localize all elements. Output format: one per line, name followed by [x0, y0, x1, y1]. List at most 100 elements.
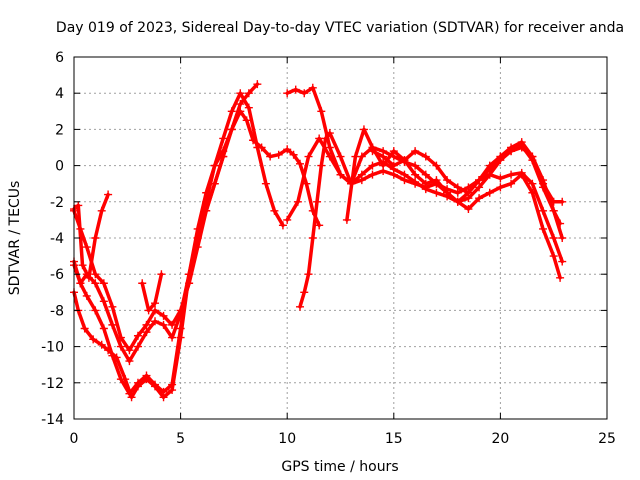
data-point-marker [549, 234, 558, 242]
data-point-marker [300, 89, 309, 98]
y-tick-label: 0 [55, 159, 64, 175]
data-point-marker [244, 103, 253, 112]
data-point-marker [89, 335, 98, 344]
data-point-marker [236, 100, 245, 109]
y-tick-label: -2 [50, 195, 64, 211]
data-point-marker [315, 221, 324, 230]
data-point-marker [411, 177, 420, 186]
series-line [72, 91, 285, 363]
data-series [70, 80, 567, 402]
data-point-marker [313, 197, 322, 206]
data-point-marker [357, 170, 366, 179]
data-point-marker [80, 324, 89, 333]
data-point-marker [82, 243, 91, 252]
data-point-marker [91, 234, 100, 242]
data-point-marker [453, 183, 462, 192]
data-point-marker [78, 261, 87, 270]
data-point-marker [336, 152, 345, 161]
data-point-marker [91, 306, 100, 315]
data-point-marker [400, 170, 409, 179]
x-tick-label: 15 [385, 431, 403, 447]
data-point-marker [558, 197, 567, 206]
data-point-marker [133, 378, 142, 387]
data-point-marker [108, 302, 117, 311]
data-point-marker [379, 161, 388, 170]
data-point-marker [359, 125, 368, 134]
data-point-marker [291, 85, 300, 94]
data-point-marker [202, 206, 211, 215]
series-track-11 [368, 143, 567, 206]
data-point-marker [411, 170, 420, 179]
data-point-marker [549, 206, 558, 215]
data-point-marker [97, 206, 106, 215]
data-point-marker [432, 176, 441, 185]
y-tick-label: -12 [41, 376, 64, 392]
data-point-marker [125, 357, 134, 366]
data-point-marker [321, 134, 330, 143]
data-point-marker [151, 317, 160, 326]
data-point-marker [242, 116, 251, 125]
data-point-marker [193, 243, 202, 252]
data-point-marker [389, 161, 398, 170]
data-point-marker [325, 143, 334, 152]
data-point-marker [168, 320, 177, 329]
series-track-9 [295, 129, 567, 311]
data-point-marker [104, 190, 113, 199]
x-tick-label: 0 [70, 431, 79, 447]
data-point-marker [549, 252, 558, 261]
data-point-marker [219, 134, 228, 143]
data-point-marker [485, 170, 494, 179]
data-point-marker [443, 188, 452, 197]
series-track-6 [138, 270, 166, 315]
series-line [345, 127, 562, 280]
data-point-marker [539, 179, 548, 188]
data-point-marker [507, 170, 516, 179]
data-point-marker [266, 152, 275, 161]
data-point-marker [289, 150, 298, 159]
data-point-marker [138, 279, 147, 288]
data-point-marker [475, 194, 484, 203]
data-point-marker [151, 299, 160, 308]
data-point-marker [168, 333, 177, 342]
data-point-marker [325, 152, 334, 161]
data-point-marker [244, 89, 253, 98]
x-tick-label: 5 [176, 431, 185, 447]
data-point-marker [125, 346, 134, 355]
data-point-marker [432, 188, 441, 197]
data-point-marker [496, 183, 505, 192]
data-point-marker [219, 152, 228, 161]
data-point-marker [432, 161, 441, 170]
data-point-marker [411, 147, 420, 156]
x-tick-label: 20 [491, 431, 509, 447]
data-point-marker [507, 147, 516, 156]
chart-title: Day 019 of 2023, Sidereal Day-to-day VTE… [56, 20, 624, 36]
data-point-marker [539, 206, 548, 215]
y-tick-label: -8 [50, 303, 64, 319]
data-point-marker [464, 205, 473, 214]
x-tick-label: 10 [278, 431, 296, 447]
data-point-marker [116, 375, 125, 384]
data-point-marker [253, 80, 262, 89]
data-point-marker [421, 179, 430, 188]
data-point-marker [159, 320, 168, 329]
data-point-marker [159, 387, 168, 396]
data-point-marker [168, 380, 177, 389]
data-point-marker [116, 333, 125, 342]
data-point-marker [91, 270, 100, 279]
data-point-marker [293, 197, 302, 206]
x-axis-label: GPS time / hours [281, 459, 398, 475]
data-point-marker [558, 257, 567, 266]
data-point-marker [342, 215, 351, 224]
data-point-marker [99, 324, 108, 333]
data-point-marker [556, 273, 565, 282]
data-point-marker [295, 159, 304, 168]
data-point-marker [443, 176, 452, 185]
data-point-marker [176, 306, 185, 315]
data-point-marker [227, 107, 236, 116]
data-point-marker [485, 161, 494, 170]
y-tick-label: -14 [41, 412, 64, 428]
data-point-marker [97, 340, 106, 349]
data-point-marker [99, 297, 108, 306]
data-point-marker [496, 174, 505, 183]
